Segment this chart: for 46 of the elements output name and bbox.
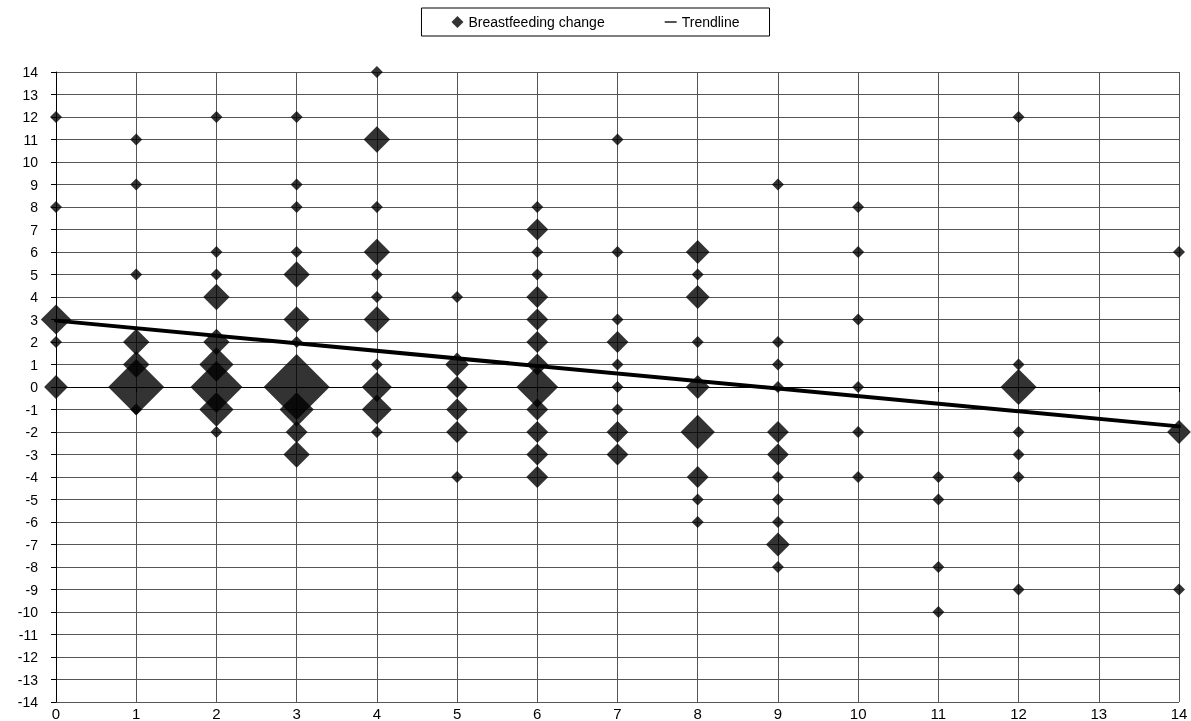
x-tick-label: 14 [1170,705,1188,721]
x-tick-label: 10 [849,705,867,721]
x-tick-label: 5 [452,705,462,721]
y-tick-label: -1 [25,401,39,418]
y-tick-label: 0 [30,379,39,395]
y-tick-label: 3 [30,311,39,328]
x-tick-label: 3 [292,705,301,721]
y-tick-label: 7 [30,221,39,238]
x-tick-label: 7 [613,705,622,721]
x-tick-label: 9 [773,705,783,721]
y-tick-label: -10 [17,604,39,620]
y-tick-label: 13 [22,86,39,103]
x-tick-label: 0 [51,705,61,721]
legend-label: Trendline [681,14,740,30]
y-tick-label: -9 [25,581,39,598]
y-tick-label: -11 [18,626,39,643]
x-tick-label: 2 [212,705,221,721]
y-tick-label: 1 [30,356,39,373]
y-tick-label: 9 [30,176,39,193]
y-tick-label: -3 [25,446,39,463]
x-tick-label: 8 [693,705,702,721]
y-tick-label: -2 [25,424,39,440]
y-tick-label: -6 [25,514,39,530]
y-tick-label: -4 [25,469,39,485]
y-tick-label: -7 [25,536,39,553]
y-tick-label: 12 [22,109,39,125]
y-tick-label: 5 [30,266,39,283]
y-tick-label: 4 [30,289,39,305]
y-tick-label: 6 [30,244,39,260]
y-tick-label: -8 [25,559,39,575]
y-tick-label: 2 [30,334,39,350]
x-tick-label: 6 [533,705,542,721]
y-tick-label: 11 [23,131,39,148]
x-tick-label: 13 [1090,705,1108,721]
y-tick-label: 14 [22,64,39,80]
x-tick-label: 11 [930,705,947,721]
y-tick-label: -12 [17,649,39,665]
x-tick-label: 12 [1010,705,1027,721]
x-tick-label: 1 [132,705,141,721]
legend-label: Breastfeeding change [468,14,605,30]
x-tick-label: 4 [372,705,382,721]
y-tick-label: 8 [30,199,39,215]
y-tick-label: -5 [25,491,39,508]
y-tick-label: -14 [17,694,39,710]
y-tick-label: -13 [17,671,39,688]
y-tick-label: 10 [22,154,39,170]
